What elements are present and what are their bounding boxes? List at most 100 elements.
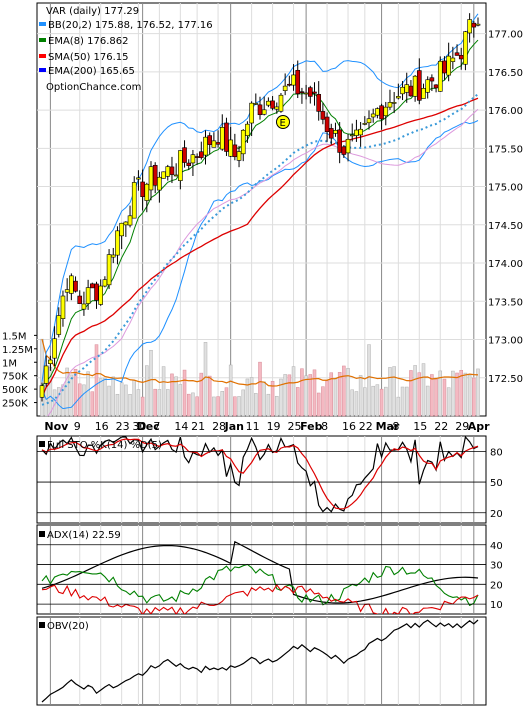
volume-bar [430, 374, 434, 417]
x-tick-label: 7 [153, 420, 160, 433]
panel-tick-label: 50 [490, 478, 503, 489]
svg-text:Full STO %K(14) %D(5): Full STO %K(14) %D(5) [47, 440, 162, 451]
volume-bar [86, 371, 90, 417]
candle [60, 290, 66, 327]
x-tick-label: Dec [137, 420, 160, 433]
legend-ema200: EMA(200) 165.65 [48, 66, 135, 77]
volume-bar [136, 389, 141, 417]
volume-tick-label: 1.25M [2, 345, 33, 356]
panel-tick-label: 40 [490, 541, 503, 552]
volume-bar [153, 388, 157, 417]
volume-bar [467, 374, 472, 417]
volume-bar [283, 374, 287, 417]
volume-bar [308, 374, 313, 417]
volume-bar [140, 396, 145, 417]
volume-bar [157, 389, 162, 417]
volume-bar [174, 376, 178, 417]
candle [463, 30, 468, 71]
volume-bar [295, 387, 300, 417]
volume-bar [111, 376, 116, 417]
candle [182, 140, 187, 168]
x-tick-label: 21 [191, 420, 205, 433]
candle [203, 130, 208, 165]
candle [52, 326, 57, 367]
minus-di-line [41, 583, 479, 614]
candle [450, 46, 456, 70]
x-tick-label: 8 [392, 420, 399, 433]
volume-bar [186, 393, 191, 417]
axis-labels: 177.00 176.50 176.00 175.50 175.00 174.50 174.… [44, 30, 523, 433]
y-tick-label: 174.00 [488, 259, 523, 270]
volume-bar [388, 367, 392, 417]
candle [48, 355, 53, 371]
plus-di-line [41, 563, 479, 607]
volume-bar [400, 386, 405, 417]
y-tick-label: 173.00 [488, 336, 523, 347]
volume-bar [325, 380, 329, 417]
volume-bar [337, 372, 342, 417]
x-tick-label: Apr [468, 420, 490, 433]
candle [261, 96, 267, 116]
volume-bar [363, 387, 367, 417]
candle [56, 307, 62, 338]
ema8-line [41, 39, 479, 387]
volume-bar [451, 370, 455, 417]
legend-ema8: EMA(8) 176.862 [48, 36, 128, 47]
legend-bb: BB(20,2) 175.88, 176.52, 177.16 [48, 20, 213, 31]
volume-bar [249, 377, 254, 417]
candle [43, 355, 49, 387]
x-tick-label: 16 [342, 420, 356, 433]
volume-bar [124, 384, 128, 417]
candle [39, 382, 45, 402]
sto-lines [41, 436, 479, 513]
volume-bar [266, 393, 271, 417]
candle [85, 279, 91, 310]
volume-bar [245, 378, 250, 417]
volume-bar [396, 396, 401, 417]
volume-tick-label: 500K [2, 385, 28, 396]
ema200-dotted-line [41, 93, 479, 406]
volume-bar [107, 385, 111, 417]
volume-bar [404, 386, 409, 417]
volume-bar [367, 344, 371, 417]
volume-bar [262, 381, 266, 417]
volume-bar [279, 378, 283, 417]
candle [207, 132, 212, 155]
candle [169, 156, 175, 184]
x-tick-label: 29 [455, 420, 469, 433]
volume-bar [199, 372, 204, 417]
volume-bar [195, 396, 199, 417]
y-tick-label: 174.50 [488, 221, 523, 232]
volume-bar [375, 384, 380, 417]
candle [157, 171, 162, 203]
volume-bar [442, 378, 447, 417]
volume-bar [57, 387, 61, 417]
candle [366, 110, 372, 130]
candle [383, 101, 389, 126]
adx-line [41, 540, 479, 604]
volume-bar [459, 370, 463, 417]
earnings-marker: E [276, 115, 290, 129]
y-tick-label: 176.50 [488, 68, 523, 79]
volume-bar [342, 365, 346, 417]
y-tick-label: 177.00 [488, 30, 523, 41]
candle [119, 222, 124, 250]
candle [278, 93, 284, 113]
obv-panel-frame [36, 616, 487, 706]
candle [454, 44, 460, 56]
volume-bar [304, 375, 308, 417]
candle [115, 226, 120, 265]
volume-bar [132, 380, 136, 417]
volume-bar [275, 395, 279, 417]
volume-bar [287, 374, 292, 417]
volume-bar [438, 370, 443, 417]
volume-bar [241, 389, 245, 417]
candle [437, 56, 443, 92]
grid-lines [37, 3, 486, 705]
volume-bar [350, 389, 354, 417]
volume-tick-label: 250K [2, 399, 28, 410]
candle [73, 276, 78, 293]
volume-bar [270, 380, 275, 417]
candle [270, 96, 275, 111]
